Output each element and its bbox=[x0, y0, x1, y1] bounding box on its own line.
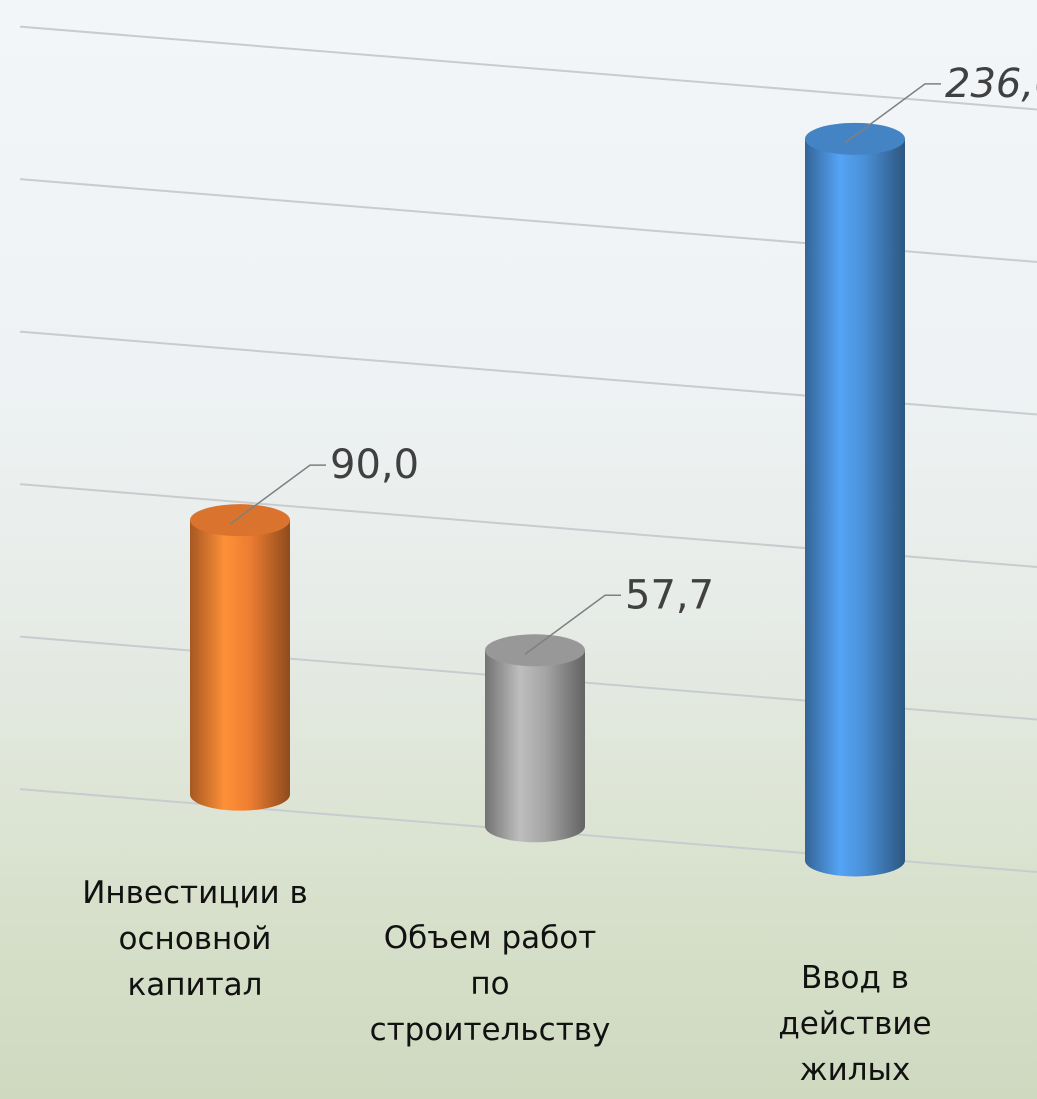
bar bbox=[805, 122, 905, 877]
leader-line bbox=[844, 83, 941, 144]
bar bbox=[485, 634, 585, 843]
leader-line bbox=[524, 594, 621, 655]
bar bbox=[190, 504, 290, 811]
data-label: 57,7 bbox=[625, 572, 714, 618]
category-label: Объем работ по строительству bbox=[369, 920, 611, 1048]
category-label: Ввод в действие жилых домов bbox=[778, 960, 932, 1099]
data-label: 90,0 bbox=[330, 442, 419, 488]
leader-line bbox=[229, 464, 326, 525]
data-label: 236,6 bbox=[945, 61, 1037, 107]
grid-line bbox=[19, 25, 1037, 111]
category-label: Инвестиции в основной капитал bbox=[82, 875, 308, 1003]
